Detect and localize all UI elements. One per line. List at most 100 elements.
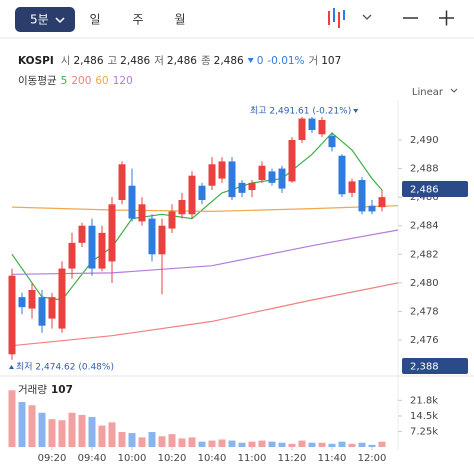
volume-bar <box>368 444 376 447</box>
candle-body <box>48 297 56 319</box>
field-label: 고 <box>108 55 118 67</box>
change: 0 <box>257 55 264 67</box>
y-tick-label: 7.25k <box>410 426 438 437</box>
candle-body <box>148 218 156 255</box>
candle-body <box>88 225 96 269</box>
candle-body <box>298 118 306 140</box>
candle-body <box>348 181 356 193</box>
candle-body <box>8 275 16 355</box>
candle-body <box>288 140 296 182</box>
candle-body <box>68 242 76 269</box>
volume-bar <box>348 443 356 447</box>
candle-body <box>118 164 126 200</box>
volume-bar <box>118 432 126 447</box>
volume-bar <box>108 422 116 447</box>
candle-body <box>178 200 186 215</box>
tab[interactable]: 월 <box>174 13 185 27</box>
ma-line <box>11 205 399 213</box>
price-tag <box>402 358 468 374</box>
legend-entry: 5 <box>61 75 68 87</box>
volume-bar <box>248 441 256 447</box>
high-annotation: 최고 2,491.61 (-0.21%) <box>250 106 351 117</box>
x-tick-label: 10:40 <box>198 453 227 464</box>
volume-bar <box>158 436 166 447</box>
candle-body <box>318 120 326 135</box>
chart-type-icon[interactable] <box>328 8 345 28</box>
tab[interactable]: 일 <box>89 13 100 27</box>
field-value: 2,486 <box>120 55 150 67</box>
candle-body <box>218 161 226 179</box>
zoom-in[interactable] <box>439 10 454 26</box>
volume-bar <box>338 441 346 447</box>
y-tick-label: 2,482 <box>410 249 439 260</box>
y-tick-label: 2,478 <box>410 306 439 317</box>
x-tick-label: 09:20 <box>38 453 67 464</box>
tab[interactable]: 주 <box>132 13 143 27</box>
legend-entry: 60 <box>95 75 108 87</box>
candle-body <box>278 168 286 189</box>
candle-body <box>258 165 266 180</box>
candle-body <box>38 297 46 326</box>
candle-body <box>228 161 236 198</box>
volume-bar <box>138 437 146 447</box>
volume-bar <box>278 442 286 447</box>
volume-bar <box>168 434 176 447</box>
volume-bar <box>58 420 66 447</box>
interval-button[interactable] <box>15 7 75 32</box>
volume-bar <box>378 441 386 447</box>
field-label: 종 <box>201 55 211 67</box>
candle-body <box>138 204 146 222</box>
y-tick-label: 2,484 <box>410 221 439 232</box>
volume-bar <box>88 417 96 447</box>
field-value: 2,486 <box>167 55 197 67</box>
chevron <box>55 17 65 24</box>
candle-body <box>128 185 136 219</box>
volume-bar <box>18 402 26 447</box>
volume-bar <box>28 405 36 447</box>
volume-bar <box>128 433 136 447</box>
candle-body <box>238 182 246 193</box>
field-label: 저 <box>154 55 164 67</box>
symbol: KOSPI <box>18 55 54 67</box>
x-tick-label: 11:00 <box>238 453 267 464</box>
candle-body <box>248 182 256 190</box>
volume-bar <box>68 412 76 447</box>
candle-body <box>358 180 366 212</box>
volume-bar <box>148 432 156 447</box>
candle-body <box>208 164 216 186</box>
interval-label[interactable]: 5분 <box>30 13 49 27</box>
y-tick-label: 2,486 <box>410 192 439 203</box>
candle-body <box>198 185 206 200</box>
volume-bar <box>298 440 306 447</box>
volume-bar <box>268 441 276 447</box>
candle-body <box>168 211 176 229</box>
y-tick-label: 2,490 <box>410 135 439 146</box>
volume-bar <box>48 419 56 447</box>
volume-bar <box>98 425 106 447</box>
change-pct: -0.01% <box>267 55 304 67</box>
candle-body <box>338 155 346 195</box>
candle-body <box>78 225 86 243</box>
legend-entry: 200 <box>71 75 91 87</box>
volume-bar <box>358 442 366 447</box>
x-tick-label: 09:40 <box>78 453 107 464</box>
low-annotation: 최저 2,474.62 (0.48%) <box>16 362 114 373</box>
candle-body <box>18 297 26 308</box>
ma-line <box>11 132 383 301</box>
candle-body <box>108 204 116 262</box>
volume-bar <box>188 437 196 447</box>
volume-current: 107 <box>51 384 73 396</box>
chevron[interactable] <box>362 14 372 20</box>
volume-bar <box>308 442 316 447</box>
down-arrow <box>353 109 359 113</box>
volume-bar <box>78 414 86 447</box>
y-tick-label: 21.8k <box>410 395 438 406</box>
up-arrow <box>9 365 14 369</box>
scale-label: Linear <box>412 87 444 98</box>
volume-bar <box>288 443 296 447</box>
volume-title: 거래량 <box>18 384 47 396</box>
price-tag <box>402 181 468 197</box>
candle-body <box>268 171 276 183</box>
